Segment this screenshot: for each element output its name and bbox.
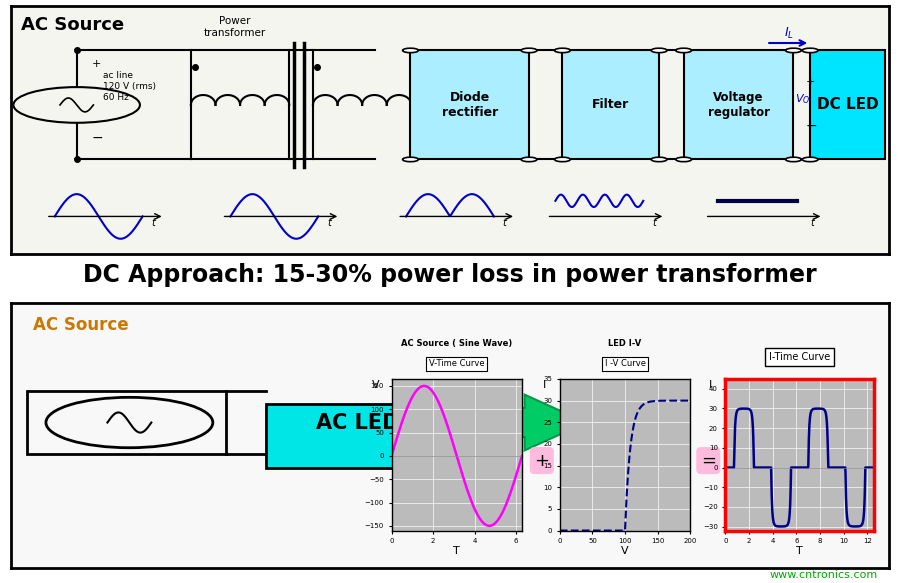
Text: DC LED: DC LED	[816, 97, 878, 113]
Text: $I_L$: $I_L$	[784, 26, 794, 41]
Text: AC Source: AC Source	[32, 317, 129, 335]
Y-axis label: I: I	[709, 380, 712, 389]
Circle shape	[554, 157, 571, 161]
Text: Diode
rectifier: Diode rectifier	[442, 91, 498, 119]
Circle shape	[521, 157, 537, 161]
Text: t: t	[810, 219, 814, 229]
Circle shape	[402, 157, 418, 161]
Text: $v_s$: $v_s$	[418, 97, 431, 109]
Text: AC Source: AC Source	[22, 16, 124, 34]
X-axis label: T: T	[796, 546, 803, 556]
Text: transformer: transformer	[203, 28, 266, 38]
Text: AC LED: AC LED	[316, 413, 400, 433]
Circle shape	[402, 48, 418, 52]
Bar	[562, 51, 659, 160]
Circle shape	[652, 48, 667, 52]
Bar	[810, 51, 885, 160]
Circle shape	[652, 157, 667, 161]
Circle shape	[676, 48, 691, 52]
Circle shape	[676, 157, 691, 161]
Text: t: t	[327, 219, 331, 229]
Text: t: t	[652, 219, 656, 229]
Text: Voltage
regulator: Voltage regulator	[707, 91, 769, 119]
Y-axis label: I: I	[543, 380, 545, 389]
Text: −: −	[92, 131, 104, 145]
X-axis label: V: V	[621, 546, 629, 556]
Text: AC Source ( Sine Wave): AC Source ( Sine Wave)	[401, 339, 512, 348]
Bar	[27, 391, 226, 454]
Text: LED I-V: LED I-V	[608, 339, 642, 348]
Text: +: +	[418, 62, 427, 72]
Text: ac line: ac line	[103, 71, 133, 80]
Bar	[684, 51, 794, 160]
Text: 60 Hz: 60 Hz	[103, 93, 129, 102]
Circle shape	[786, 157, 801, 161]
Text: =: =	[701, 452, 716, 469]
Text: −: −	[418, 136, 430, 150]
Bar	[410, 51, 529, 160]
Text: $V_O$: $V_O$	[796, 93, 811, 106]
Text: +: +	[92, 58, 101, 69]
Circle shape	[554, 48, 571, 52]
Text: +: +	[806, 77, 815, 87]
Polygon shape	[464, 395, 586, 451]
Text: t: t	[503, 219, 507, 229]
Text: DC Approach: 15-30% power loss in power transformer: DC Approach: 15-30% power loss in power …	[83, 264, 817, 287]
Text: −: −	[806, 119, 817, 133]
Text: www.cntronics.com: www.cntronics.com	[770, 570, 878, 580]
Bar	[266, 404, 450, 468]
Text: I-Time Curve: I-Time Curve	[769, 352, 831, 363]
Text: 120 V (rms): 120 V (rms)	[103, 82, 156, 91]
Text: I -V Curve: I -V Curve	[605, 359, 645, 368]
Text: Filter: Filter	[592, 99, 629, 111]
Text: V-Time Curve: V-Time Curve	[429, 359, 484, 368]
Circle shape	[786, 48, 801, 52]
Circle shape	[802, 157, 818, 161]
Text: +: +	[535, 452, 549, 469]
Circle shape	[802, 48, 818, 52]
Text: Power: Power	[219, 16, 250, 26]
Y-axis label: V: V	[372, 380, 380, 389]
Text: t: t	[151, 219, 155, 229]
X-axis label: T: T	[454, 546, 460, 556]
Circle shape	[521, 48, 537, 52]
